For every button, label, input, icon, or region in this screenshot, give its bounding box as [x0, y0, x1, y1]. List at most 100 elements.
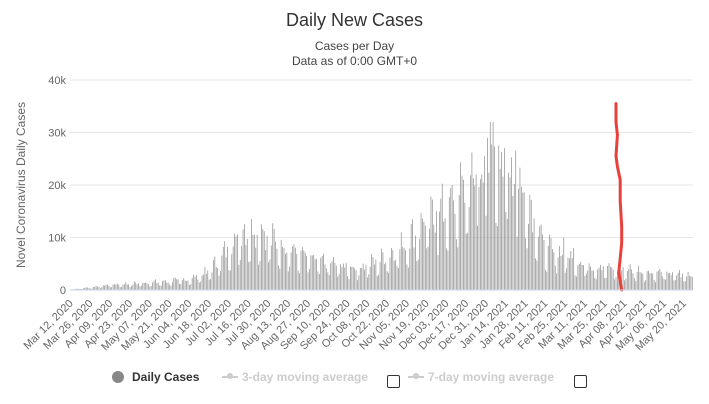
- daily-case-bar[interactable]: [321, 255, 323, 290]
- daily-case-bar[interactable]: [212, 259, 214, 290]
- daily-case-bar[interactable]: [410, 224, 412, 290]
- daily-case-bar[interactable]: [365, 264, 367, 290]
- daily-case-bar[interactable]: [167, 282, 169, 290]
- daily-case-bar[interactable]: [102, 285, 104, 290]
- daily-case-bar[interactable]: [335, 265, 337, 290]
- daily-case-bar[interactable]: [608, 263, 610, 290]
- daily-case-bar[interactable]: [253, 234, 255, 290]
- daily-case-bar[interactable]: [355, 270, 357, 290]
- daily-case-bar[interactable]: [222, 246, 224, 290]
- daily-case-bar[interactable]: [362, 263, 364, 290]
- daily-case-bar[interactable]: [133, 281, 135, 290]
- daily-case-bar[interactable]: [201, 275, 203, 290]
- daily-case-bar[interactable]: [198, 282, 200, 291]
- daily-case-bar[interactable]: [344, 267, 346, 290]
- daily-case-bar[interactable]: [556, 273, 558, 290]
- daily-case-bar[interactable]: [567, 257, 569, 290]
- daily-case-bar[interactable]: [477, 225, 478, 290]
- daily-case-bar[interactable]: [94, 286, 96, 290]
- daily-case-bar[interactable]: [258, 264, 259, 290]
- daily-case-bar[interactable]: [446, 248, 447, 290]
- daily-case-bar[interactable]: [652, 273, 654, 290]
- daily-case-bar[interactable]: [143, 283, 145, 290]
- daily-case-bar[interactable]: [683, 281, 685, 290]
- daily-case-bar[interactable]: [357, 280, 358, 290]
- daily-case-bar[interactable]: [443, 221, 445, 290]
- daily-case-bar[interactable]: [550, 237, 552, 290]
- daily-case-bar[interactable]: [537, 236, 539, 290]
- daily-case-bar[interactable]: [98, 286, 100, 290]
- daily-case-bar[interactable]: [334, 262, 336, 290]
- daily-case-bar[interactable]: [464, 202, 466, 290]
- daily-case-bar[interactable]: [277, 265, 279, 290]
- daily-case-bar[interactable]: [145, 282, 146, 290]
- daily-case-bar[interactable]: [389, 257, 391, 290]
- daily-case-bar[interactable]: [670, 275, 672, 290]
- daily-case-bar[interactable]: [580, 261, 582, 290]
- daily-case-bar[interactable]: [162, 280, 163, 290]
- daily-case-bar[interactable]: [573, 248, 575, 290]
- daily-case-bar[interactable]: [140, 285, 142, 290]
- daily-case-bar[interactable]: [386, 271, 388, 290]
- daily-case-bar[interactable]: [422, 218, 423, 290]
- daily-case-bar[interactable]: [553, 252, 555, 290]
- daily-case-bar[interactable]: [205, 273, 207, 290]
- daily-case-bar[interactable]: [231, 254, 233, 290]
- daily-case-bar[interactable]: [677, 272, 679, 290]
- daily-case-bar[interactable]: [564, 272, 566, 290]
- daily-case-bar[interactable]: [489, 121, 491, 290]
- daily-case-bar[interactable]: [173, 278, 175, 290]
- daily-case-bar[interactable]: [591, 270, 593, 290]
- daily-case-bar[interactable]: [300, 250, 302, 290]
- daily-case-bar[interactable]: [536, 260, 538, 290]
- daily-case-bar[interactable]: [101, 287, 103, 290]
- daily-case-bar[interactable]: [392, 250, 394, 290]
- daily-case-bar[interactable]: [135, 282, 137, 291]
- daily-case-bar[interactable]: [183, 278, 185, 290]
- daily-case-bar[interactable]: [371, 253, 373, 290]
- daily-case-bar[interactable]: [395, 259, 397, 290]
- daily-case-bar[interactable]: [570, 251, 572, 290]
- daily-case-bar[interactable]: [194, 276, 196, 290]
- daily-case-bar[interactable]: [440, 198, 442, 290]
- daily-case-bar[interactable]: [378, 274, 380, 290]
- legend-7day-average[interactable]: 7-day moving average: [408, 370, 554, 384]
- daily-case-bar[interactable]: [131, 285, 132, 290]
- daily-case-bar[interactable]: [540, 224, 542, 290]
- daily-case-bar[interactable]: [289, 266, 291, 290]
- daily-case-bar[interactable]: [261, 224, 262, 291]
- daily-case-bar[interactable]: [657, 270, 659, 290]
- daily-case-bar[interactable]: [372, 257, 374, 290]
- daily-case-bar[interactable]: [239, 260, 241, 290]
- daily-case-bar[interactable]: [485, 215, 487, 290]
- daily-case-bar[interactable]: [146, 283, 148, 290]
- daily-case-bar[interactable]: [177, 279, 179, 290]
- daily-case-bar[interactable]: [364, 269, 365, 290]
- daily-case-bar[interactable]: [318, 273, 320, 290]
- daily-case-bar[interactable]: [351, 267, 353, 290]
- daily-case-bar[interactable]: [237, 234, 238, 290]
- daily-case-bar[interactable]: [83, 288, 84, 290]
- daily-case-bar[interactable]: [215, 266, 217, 290]
- daily-case-bar[interactable]: [109, 287, 111, 290]
- daily-case-bar[interactable]: [95, 286, 97, 290]
- daily-case-bar[interactable]: [522, 192, 524, 290]
- daily-case-bar[interactable]: [417, 259, 419, 290]
- daily-case-bar[interactable]: [434, 232, 436, 290]
- daily-case-bar[interactable]: [607, 265, 608, 290]
- daily-case-bar[interactable]: [234, 233, 235, 290]
- daily-case-bar[interactable]: [666, 271, 668, 290]
- daily-case-bar[interactable]: [374, 264, 375, 290]
- daily-case-bar[interactable]: [285, 253, 286, 290]
- daily-case-bar[interactable]: [542, 234, 543, 290]
- daily-case-bar[interactable]: [97, 286, 98, 290]
- daily-case-bar[interactable]: [354, 268, 356, 290]
- daily-case-bar[interactable]: [642, 273, 644, 290]
- daily-case-bar[interactable]: [525, 238, 526, 290]
- daily-case-bar[interactable]: [494, 146, 495, 290]
- daily-case-bar[interactable]: [116, 283, 118, 290]
- daily-case-bar[interactable]: [251, 219, 252, 291]
- daily-case-bar[interactable]: [78, 288, 80, 290]
- daily-case-bar[interactable]: [368, 274, 370, 290]
- daily-case-bar[interactable]: [179, 283, 180, 290]
